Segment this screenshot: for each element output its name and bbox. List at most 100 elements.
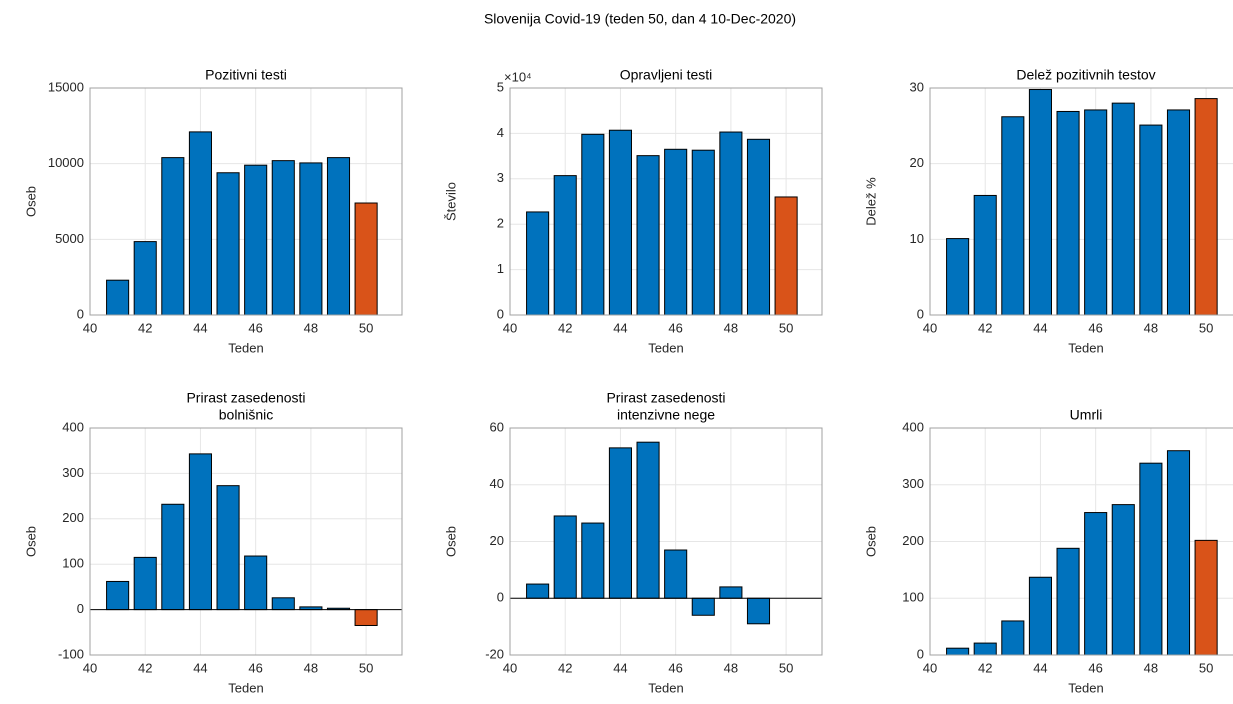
bar [1028,89,1052,316]
y-tick-label: 1 [497,261,504,276]
bar [1084,109,1108,316]
x-tick-label: 40 [503,320,517,335]
subplot: 0 10 20 30 40 42 44 46 48 50 Delež pozitivnih test… [863,67,1233,355]
bar [1111,504,1135,656]
x-tick-label: 42 [978,660,992,675]
x-tick-label: 46 [248,660,262,675]
bar [746,597,771,625]
x-tick-label: 40 [83,320,97,335]
subplot: -20 0 20 40 60 40 42 44 46 48 50 Prirast zasedenost… [443,390,823,695]
x-tick-label: 44 [1033,320,1047,335]
bar [1056,110,1080,316]
subplot-title: Pozitivni testi [205,67,287,83]
bar [106,580,130,611]
bar [946,238,970,316]
y-tick-label: 2 [497,216,504,231]
subplot-title: Prirast zasedenosti [186,390,305,406]
bar [299,162,323,316]
bar [271,160,295,316]
y-tick-label: 5000 [55,231,84,246]
y-tick-label: 100 [902,590,924,605]
subplot-title: Opravljeni testi [620,67,713,83]
x-tick-label: 48 [1144,660,1158,675]
bar [1139,462,1163,656]
subplot: 0 1 2 3 4 5 40 42 44 46 48 50 Opravljeni testi Teden Š… [443,67,823,355]
x-tick-label: 50 [359,660,373,675]
bar [973,194,997,316]
y-axis-label: Oseb [23,526,38,557]
bar [526,583,550,599]
bar [161,503,185,611]
bar [216,172,240,316]
x-tick-label: 46 [248,320,262,335]
bar [1194,539,1218,656]
bar [161,157,185,316]
bar [271,597,295,611]
bar [774,196,798,316]
y-tick-label: 400 [902,419,924,434]
subplot: -100 0 100 200 300 400 40 42 44 46 48 50 Prirast zas… [23,390,403,695]
x-axis-label: Teden [1068,680,1103,695]
y-tick-label: 0 [497,306,504,321]
bar [553,515,577,599]
y-tick-label: 200 [902,533,924,548]
axes-box [509,87,823,316]
x-tick-label: 40 [923,660,937,675]
axes-box [89,427,403,656]
bar [188,453,212,611]
subplot-title: bolnišnic [219,407,273,423]
y-tick-label: 0 [497,590,504,605]
bar [1166,450,1191,656]
x-tick-label: 46 [1088,320,1102,335]
x-tick-label: 44 [613,660,627,675]
x-tick-label: 50 [1199,320,1213,335]
subplot: 0 100 200 300 400 40 42 44 46 48 50 Umrli Teden Oseb [863,407,1233,695]
x-tick-label: 44 [1033,660,1047,675]
axes-box [929,87,1233,316]
y-axis-label: Oseb [23,186,38,217]
y-tick-label: 400 [62,419,84,434]
subplot-title: Prirast zasedenosti [606,390,725,406]
y-tick-label: 200 [62,510,84,525]
y-tick-label: 60 [490,419,504,434]
bar [719,131,743,316]
bar [1028,576,1052,656]
bar [664,549,688,599]
bar [1001,620,1025,656]
x-tick-label: 50 [779,660,793,675]
bar [973,642,997,656]
x-tick-label: 42 [978,320,992,335]
x-axis-label: Teden [228,680,263,695]
bar [1166,109,1191,316]
bar [581,133,605,316]
bar [1001,116,1025,316]
bar [106,279,130,316]
y-tick-label: -100 [58,646,84,661]
bar [581,522,605,599]
x-tick-label: 46 [668,660,682,675]
y-tick-label: 15000 [48,79,84,94]
y-tick-label: 0 [77,601,84,616]
x-tick-label: 50 [779,320,793,335]
y-axis-label: Oseb [863,526,878,557]
y-tick-label: 20 [910,155,924,170]
x-tick-label: 42 [138,660,152,675]
x-tick-label: 48 [724,320,738,335]
bar [691,149,715,316]
bar [1194,98,1218,316]
bar [133,241,157,316]
figure-title: Slovenija Covid-19 (teden 50, dan 4 10-D… [484,11,796,27]
y-tick-label: 0 [77,306,84,321]
bar [188,131,212,316]
y-axis-label: Število [443,182,458,221]
axes-box [929,427,1233,656]
y-tick-label: 40 [490,476,504,491]
y-tick-label: 20 [490,533,504,548]
bar [691,597,715,616]
bar [636,441,660,599]
bar [354,202,378,316]
bar [244,555,268,611]
bar [664,148,688,316]
x-tick-label: 44 [193,660,207,675]
